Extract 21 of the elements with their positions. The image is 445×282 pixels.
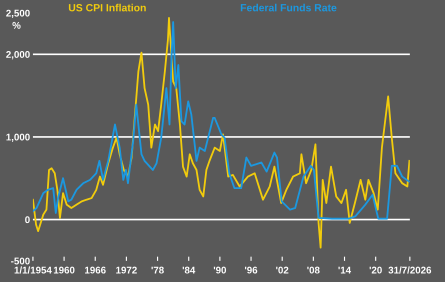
y-tick-label: -500 — [11, 258, 30, 264]
x-tick-label: '08 — [307, 266, 320, 274]
y-tick-label: 1,000 — [6, 134, 30, 142]
y-tick-label: 0 — [25, 216, 30, 224]
x-tick-label: '84 — [182, 266, 196, 274]
x-tick-label: 1960 — [54, 266, 75, 274]
x-tick-label: '14 — [338, 266, 352, 274]
y-tick-label: 2,500 — [6, 10, 30, 18]
x-tick-label: '20 — [370, 266, 382, 274]
x-tick-label: '90 — [214, 266, 226, 274]
text: Federal Funds Rate — [240, 4, 336, 12]
x-tick-label: 1966 — [85, 266, 106, 274]
text: US CPI Inflation — [68, 4, 146, 12]
x-tick-label: 31/7/2026 — [388, 266, 432, 274]
y-tick-label: 2,000 — [6, 51, 30, 60]
x-tick-label: 1/1/1954 — [14, 266, 52, 274]
x-tick-label: '78 — [152, 266, 164, 274]
y-axis-title: % — [12, 22, 21, 29]
x-tick-label: '02 — [276, 266, 288, 274]
x-tick-label: '96 — [244, 266, 258, 274]
x-tick-label: 1972 — [116, 266, 137, 274]
